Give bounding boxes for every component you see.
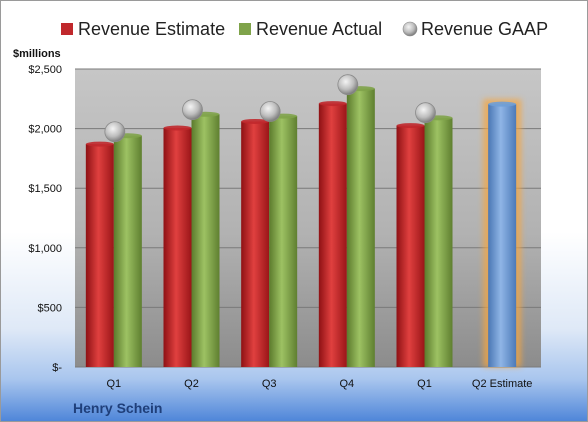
y-tick-label: $500 [38,302,62,314]
bar-revenue-actual [424,117,453,367]
bar-revenue-actual [113,135,142,367]
bar-revenue-estimate-cap [318,101,347,107]
gridlines [75,68,541,368]
legend: Revenue Estimate Revenue Actual Revenue GA… [61,19,548,39]
x-tick-label: Q2 [184,378,199,390]
bars [85,86,522,368]
x-tick-label: Q2 Estimate [472,378,533,390]
bar-q2-estimate-cap [488,101,517,107]
x-tick-label: Q1 [106,378,121,390]
x-tick-label: Q4 [339,378,354,390]
bar-revenue-estimate-cap [241,118,270,124]
marker-revenue-gaap [104,121,126,143]
y-tick-label: $1,500 [28,183,62,195]
bar-revenue-estimate [241,121,270,367]
y-tick-label: $2,500 [28,64,62,76]
bar-revenue-estimate-cap [396,123,425,129]
bar-revenue-actual [191,114,220,368]
bar-revenue-actual [346,88,375,367]
bar-q2-estimate [488,104,517,367]
legend-swatch [402,21,418,37]
marker-revenue-gaap [182,99,203,121]
plot-area [75,69,541,367]
bar-revenue-estimate [396,125,425,368]
x-axis: Q1 Q2 Q3 Q4 Q1 Q2 Estimate [106,378,532,390]
y-tick-label: $- [52,362,62,374]
bar-revenue-estimate-cap [85,141,114,147]
legend-label: Revenue Actual [256,19,382,39]
bar-revenue-estimate [85,144,114,367]
legend-swatch [239,23,251,35]
marker-revenue-gaap [337,74,359,96]
gaap-markers [104,74,436,143]
y-tick-label: $1,000 [28,243,62,255]
x-tick-label: Q1 [417,378,432,390]
legend-label: Revenue Estimate [78,19,225,39]
legend-label: Revenue GAAP [421,19,548,39]
marker-revenue-gaap [259,101,281,122]
bar-revenue-estimate-cap [163,125,192,131]
marker-revenue-gaap [415,102,436,124]
y-axis: $- $500 $1,000 $1,500 $2,000 $2,500 [28,64,62,374]
bar-revenue-estimate [163,128,192,367]
company-name: Henry Schein [73,400,162,416]
bar-revenue-estimate [318,103,347,368]
x-tick-label: Q3 [262,378,277,390]
unit-label: $millions [13,48,61,60]
legend-swatch [61,23,73,35]
y-tick-label: $2,000 [28,124,62,136]
bar-revenue-actual [269,116,298,367]
